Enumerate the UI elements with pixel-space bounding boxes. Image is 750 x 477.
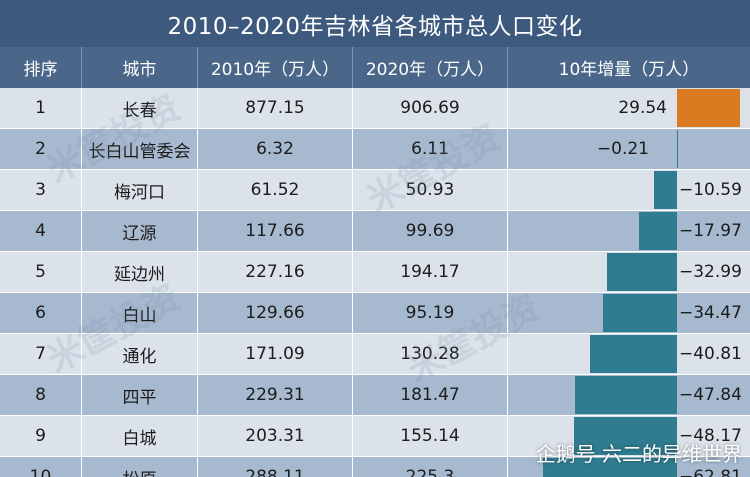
rank-cell: 2 [0, 129, 82, 169]
increment-cell: −34.47 [508, 293, 750, 333]
pop-2020-cell: 50.93 [353, 170, 508, 210]
increment-value: −48.17 [679, 426, 742, 446]
increment-cell: −47.84 [508, 375, 750, 415]
pop-2010-cell: 6.32 [198, 129, 353, 169]
increment-bar [603, 294, 677, 332]
pop-2010-cell: 129.66 [198, 293, 353, 333]
increment-bar [589, 335, 677, 373]
increment-value: −40.81 [679, 344, 742, 364]
increment-cell: −32.99 [508, 252, 750, 292]
increment-bar [606, 253, 677, 291]
increment-bar [638, 212, 677, 250]
chart-title: 2010–2020年吉林省各城市总人口变化 [0, 0, 750, 47]
increment-cell: −40.81 [508, 334, 750, 374]
pop-2020-cell: 155.14 [353, 416, 508, 456]
table-row: 1 长春 877.15 906.69 29.54 [0, 88, 750, 129]
increment-value: 29.54 [618, 98, 667, 118]
table-row: 9 白城 203.31 155.14 −48.17 [0, 416, 750, 457]
pop-2020-cell: 130.28 [353, 334, 508, 374]
header-2010: 2010年（万人） [198, 47, 353, 88]
pop-2010-cell: 61.52 [198, 170, 353, 210]
table-row: 3 梅河口 61.52 50.93 −10.59 [0, 170, 750, 211]
rank-cell: 5 [0, 252, 82, 292]
increment-value: −17.97 [679, 221, 742, 241]
table-header: 排序 城市 2010年（万人） 2020年（万人） 10年增量（万人） [0, 47, 750, 88]
table-row: 5 延边州 227.16 194.17 −32.99 [0, 252, 750, 293]
increment-cell: 29.54 [508, 88, 750, 128]
pop-2020-cell: 99.69 [353, 211, 508, 251]
table-body: 1 长春 877.15 906.69 29.54 2 长白山管委会 6.32 6.11 −0.21… [0, 88, 750, 477]
increment-cell: −17.97 [508, 211, 750, 251]
increment-bar [543, 458, 677, 477]
header-increment: 10年增量（万人） [558, 60, 700, 80]
increment-bar [677, 89, 741, 127]
city-cell: 长春 [82, 88, 198, 128]
pop-2010-cell: 288.11 [198, 457, 353, 477]
city-cell: 通化 [82, 334, 198, 374]
pop-2020-cell: 181.47 [353, 375, 508, 415]
city-cell: 白城 [82, 416, 198, 456]
rank-cell: 1 [0, 88, 82, 128]
pop-2020-cell: 6.11 [353, 129, 508, 169]
table-row: 6 白山 129.66 95.19 −34.47 [0, 293, 750, 334]
increment-cell: −10.59 [508, 170, 750, 210]
header-rank: 排序 [0, 47, 82, 88]
pop-2010-cell: 203.31 [198, 416, 353, 456]
city-cell: 长白山管委会 [82, 129, 198, 169]
increment-bar [676, 130, 677, 168]
city-cell: 白山 [82, 293, 198, 333]
pop-2020-cell: 95.19 [353, 293, 508, 333]
increment-value: −62.81 [679, 467, 742, 477]
pop-2010-cell: 877.15 [198, 88, 353, 128]
pop-2010-cell: 117.66 [198, 211, 353, 251]
increment-cell: −62.81 [508, 457, 750, 477]
increment-value: −32.99 [679, 262, 742, 282]
pop-2020-cell: 225.3 [353, 457, 508, 477]
increment-cell: −48.17 [508, 416, 750, 456]
rank-cell: 9 [0, 416, 82, 456]
increment-bar [654, 171, 677, 209]
increment-value: −10.59 [679, 180, 742, 200]
header-city: 城市 [82, 47, 198, 88]
pop-2010-cell: 229.31 [198, 375, 353, 415]
table-row: 2 长白山管委会 6.32 6.11 −0.21 [0, 129, 750, 170]
increment-value: −0.21 [596, 139, 649, 159]
pop-2020-cell: 906.69 [353, 88, 508, 128]
table-row: 7 通化 171.09 130.28 −40.81 [0, 334, 750, 375]
table-row: 8 四平 229.31 181.47 −47.84 [0, 375, 750, 416]
source-credit: 企鹅号 六二的异维世界 [535, 442, 742, 466]
city-cell: 梅河口 [82, 170, 198, 210]
city-cell: 四平 [82, 375, 198, 415]
header-2020: 2020年（万人） [353, 47, 508, 88]
increment-value: −34.47 [679, 303, 742, 323]
rank-cell: 4 [0, 211, 82, 251]
city-cell: 延边州 [82, 252, 198, 292]
rank-cell: 10 [0, 457, 82, 477]
increment-value: −47.84 [679, 385, 742, 405]
pop-2020-cell: 194.17 [353, 252, 508, 292]
rank-cell: 7 [0, 334, 82, 374]
pop-2010-cell: 171.09 [198, 334, 353, 374]
city-cell: 辽源 [82, 211, 198, 251]
rank-cell: 8 [0, 375, 82, 415]
pop-2010-cell: 227.16 [198, 252, 353, 292]
increment-bar [574, 376, 677, 414]
increment-cell: −0.21 [508, 129, 750, 169]
table-row: 4 辽源 117.66 99.69 −17.97 [0, 211, 750, 252]
city-cell: 松原 [82, 457, 198, 477]
rank-cell: 6 [0, 293, 82, 333]
rank-cell: 3 [0, 170, 82, 210]
increment-bar [574, 417, 677, 455]
